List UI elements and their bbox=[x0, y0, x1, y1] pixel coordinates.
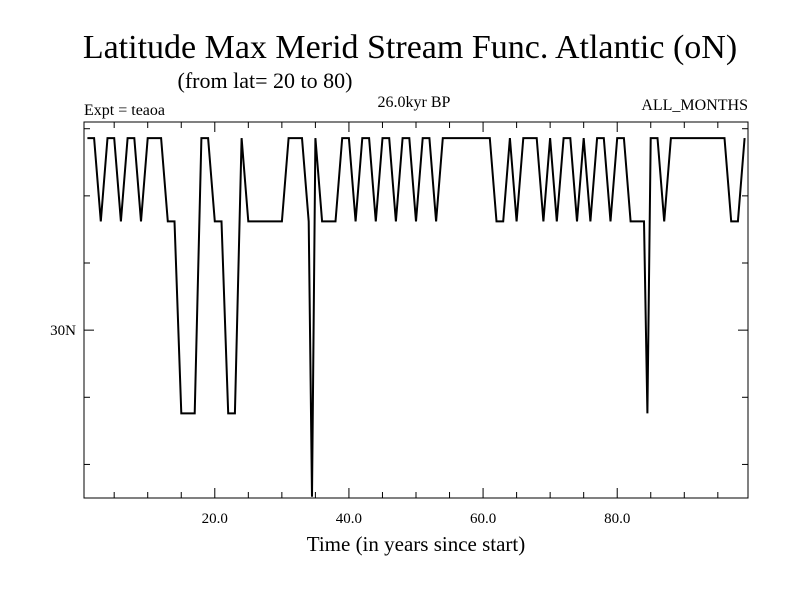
x-tick-label: 60.0 bbox=[470, 511, 496, 527]
chart-title: Latitude Max Merid Stream Func. Atlantic… bbox=[83, 29, 737, 66]
x-tick-label: 80.0 bbox=[604, 511, 630, 527]
x-tick-label: 40.0 bbox=[336, 511, 362, 527]
x-tick-label: 20.0 bbox=[202, 511, 228, 527]
y-tick-label: 30N bbox=[50, 323, 76, 339]
chart-subtitle: (from lat= 20 to 80) bbox=[178, 68, 353, 93]
axes: 20.0 40.0 60.0 80.0 30N bbox=[50, 122, 748, 527]
period-label: 26.0kyr BP bbox=[378, 94, 451, 111]
experiment-label: Expt = teaoa bbox=[84, 102, 165, 119]
series-line-latitude-max bbox=[87, 137, 746, 497]
months-label: ALL_MONTHS bbox=[641, 97, 748, 114]
x-axis-label: Time (in years since start) bbox=[307, 532, 526, 556]
